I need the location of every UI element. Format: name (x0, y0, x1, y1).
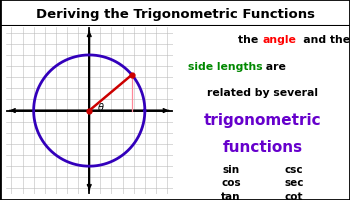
Text: functions: functions (223, 139, 302, 154)
Text: sin: sin (223, 164, 239, 174)
Text: the: the (238, 35, 262, 45)
Text: cos: cos (221, 177, 241, 187)
Text: related by several: related by several (207, 88, 318, 98)
Text: sec: sec (284, 177, 304, 187)
Text: θ: θ (97, 102, 103, 112)
Text: angle: angle (262, 35, 296, 45)
Text: trigonometric: trigonometric (204, 113, 321, 128)
Text: and the: and the (262, 35, 350, 45)
Text: are: are (262, 61, 286, 71)
Text: Deriving the Trigonometric Functions: Deriving the Trigonometric Functions (35, 8, 315, 21)
Text: side lengths: side lengths (188, 61, 262, 71)
Text: csc: csc (285, 164, 303, 174)
Text: cot: cot (285, 191, 303, 200)
Text: tan: tan (221, 191, 241, 200)
